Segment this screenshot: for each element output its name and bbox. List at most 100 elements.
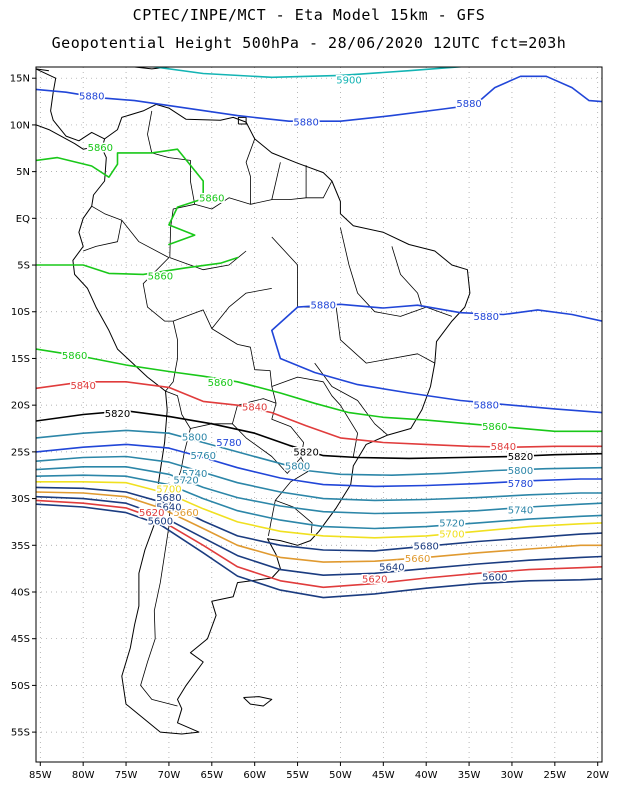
border-argentina-brazil-uruguay (268, 457, 309, 536)
contour-5600 (36, 503, 602, 599)
lon-tick-label: 20W (586, 770, 609, 781)
contour-label-5900: 5900 (336, 76, 361, 87)
contour-label-5860: 5860 (199, 193, 224, 204)
contour-labels-layer: 5900 5880 5880 5880 5880 5880 5880 5860 5860 5860… (60, 74, 534, 587)
contour-label-5740: 5740 (182, 469, 207, 480)
contour-label-5680: 5680 (413, 542, 438, 553)
border-brazil-states-5 (271, 376, 358, 457)
border-brazil-states-6 (391, 246, 423, 308)
contour-5880 (296, 303, 602, 322)
contour-label-5860: 5860 (62, 351, 87, 362)
contour-label-5840: 5840 (70, 381, 95, 392)
contour-label-5880: 5880 (474, 401, 499, 412)
contour-5720 (36, 474, 602, 530)
contour-label-5640: 5640 (379, 562, 404, 573)
lon-tick-label: 25W (544, 770, 567, 781)
contour-label-5720: 5720 (173, 475, 198, 486)
lat-tick-label: 50S (11, 681, 30, 692)
lon-tick-label: 55W (286, 770, 309, 781)
lat-tick-label: 20S (11, 401, 30, 412)
lat-tick-label: 15N (10, 74, 30, 85)
contour-label-5740: 5740 (508, 505, 533, 516)
contour-5760 (36, 455, 602, 502)
contour-5880 (36, 88, 479, 122)
border-brazil-states-1 (271, 236, 435, 364)
contour-label-5760: 5760 (191, 451, 216, 462)
coastline-central-america (36, 68, 105, 142)
contour-label-5620: 5620 (362, 574, 387, 585)
contour-5880 (271, 306, 602, 414)
contour-label-5860: 5860 (148, 272, 173, 283)
contour-label-5880: 5880 (456, 99, 481, 110)
lat-tick-label: 10S (11, 307, 30, 318)
border-ecuador-peru (83, 220, 123, 252)
contour-5740 (36, 466, 602, 515)
lat-tick-label: 10N (10, 120, 30, 131)
coastline-falklands (243, 696, 273, 707)
lat-tick-label: 30S (11, 494, 30, 505)
contour-label-5680: 5680 (156, 493, 181, 504)
contour-5660 (36, 491, 602, 563)
lat-lon-grid (36, 67, 602, 762)
lon-tick-label: 45W (372, 770, 395, 781)
contour-label-5840: 5840 (242, 403, 267, 414)
border-brazil-states-3 (211, 288, 272, 329)
lon-tick-label: 35W (458, 770, 481, 781)
contour-5680 (36, 486, 602, 552)
lat-tick-label: 55S (11, 728, 30, 739)
lat-tick-label: 5N (16, 167, 30, 178)
contour-label-5880: 5880 (311, 301, 336, 312)
lon-tick-label: 80W (72, 770, 95, 781)
border-bolivia-brazil (173, 309, 277, 404)
coastline-layer (36, 67, 471, 735)
contour-label-5660: 5660 (405, 554, 430, 565)
contour-5800 (36, 429, 602, 476)
border-venezuela-guyana (245, 138, 256, 205)
contour-label-5820: 5820 (508, 452, 533, 463)
contour-5860 (36, 256, 239, 276)
axis-ticks: 15N 10N 5N EQ 5S 10S 15S 20S 25S 30S 35S 40S 45S 50S 5… (10, 74, 609, 781)
contour-label-5600: 5600 (148, 516, 173, 527)
border-brazil-states-7 (169, 250, 247, 271)
contour-label-5640: 5640 (156, 502, 181, 513)
lat-tick-label: 45S (11, 634, 30, 645)
contour-label-5620: 5620 (139, 508, 164, 519)
coastline-trinidad (237, 116, 247, 125)
coastline-central-america-pacific (36, 124, 101, 150)
political-borders-layer (83, 110, 453, 707)
contour-label-5800: 5800 (285, 461, 310, 472)
lat-tick-label: 25S (11, 447, 30, 458)
border-bolivia-paraguay (232, 398, 277, 424)
border-uruguay-brazil (275, 500, 313, 534)
lon-tick-label: 75W (115, 770, 138, 781)
lon-tick-label: 65W (200, 770, 223, 781)
contour-label-5660: 5660 (173, 508, 198, 519)
contour-5880 (476, 75, 602, 104)
border-colombia-venezuela (147, 110, 196, 205)
contour-5840 (36, 381, 602, 448)
border-brazil-states-4 (314, 362, 388, 436)
contour-5640 (36, 495, 602, 576)
contour-5860 (36, 148, 204, 246)
contour-label-5780: 5780 (508, 479, 533, 490)
border-guyana-suriname (271, 162, 281, 200)
lon-tick-label: 50W (329, 770, 352, 781)
lat-tick-label: 15S (11, 354, 30, 365)
contour-5620 (36, 499, 602, 589)
contour-label-5800: 5800 (182, 432, 207, 443)
coastline-south-america (72, 103, 471, 735)
contour-label-5780: 5780 (216, 438, 241, 449)
contour-label-5860: 5860 (482, 422, 507, 433)
lat-tick-label: 35S (11, 541, 30, 552)
contour-5820 (36, 410, 602, 460)
lat-tick-label: 40S (11, 587, 30, 598)
coastline-cuba-south (36, 68, 49, 72)
border-peru-bolivia (165, 321, 178, 392)
contour-label-5880: 5880 (293, 118, 318, 129)
lat-tick-label: EQ (16, 214, 30, 225)
contour-5860 (36, 348, 602, 433)
border-colombia-ecuador-peru (91, 205, 170, 258)
lon-tick-label: 30W (501, 770, 524, 781)
contour-label-5840: 5840 (491, 442, 516, 453)
